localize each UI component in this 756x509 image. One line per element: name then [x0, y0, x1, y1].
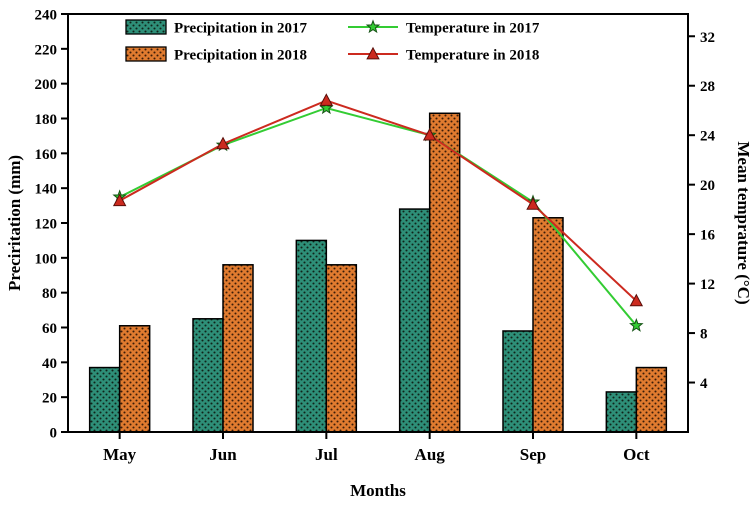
y-right-tick-label: 8	[700, 327, 708, 343]
y-right-tick-label: 4	[700, 376, 708, 392]
y-right-axis-title: Mean temprature (°C)	[734, 141, 753, 304]
bars-group	[88, 112, 668, 433]
legend-item: Temperature in 2017	[348, 19, 540, 37]
triangle-marker-icon	[526, 197, 540, 210]
star-marker-icon	[629, 318, 644, 332]
x-axis-title: Months	[350, 481, 406, 500]
triangle-marker-icon	[319, 93, 334, 106]
legend-item: Precipitation in 2018	[125, 46, 307, 64]
y-right-tick-label: 16	[700, 228, 716, 244]
y-left-axis-title: Preciritation (mm)	[5, 155, 24, 291]
x-tick-label: Aug	[415, 445, 446, 464]
bar	[295, 239, 328, 433]
triangle-marker-icon	[216, 136, 230, 150]
y-left-tick-label: 120	[35, 217, 58, 233]
legend-item: Temperature in 2018	[348, 46, 539, 64]
bar	[192, 318, 224, 433]
bar	[605, 391, 638, 433]
y-right-tick-label: 20	[700, 178, 715, 194]
bar	[118, 325, 151, 433]
line-series	[112, 93, 644, 307]
y-left-tick-label: 220	[35, 42, 58, 58]
x-tick-label: May	[103, 445, 137, 464]
triangle-marker-icon	[366, 46, 380, 60]
axes-group: 0 20 40 60 80 100 120 140 160 180 200 220 240 4 8 12 16 2…	[5, 8, 753, 501]
x-tick-label: Oct	[623, 445, 650, 464]
triangle-marker-icon	[422, 127, 437, 141]
y-left-tick-label: 160	[35, 147, 58, 163]
y-left-tick-label: 80	[42, 286, 57, 302]
y-left-tick-label: 40	[42, 356, 57, 372]
bar	[222, 264, 254, 433]
x-tick-label: Sep	[520, 445, 546, 464]
legend-label: Precipitation in 2018	[174, 48, 307, 64]
bar	[398, 208, 431, 433]
legend-bar-swatch-icon	[125, 19, 167, 35]
y-left-tick-label: 240	[35, 8, 58, 24]
plot-frame	[67, 13, 689, 433]
y-left-tick-label: 60	[42, 321, 57, 337]
bar	[325, 264, 358, 433]
y-left-tick-label: 200	[35, 77, 58, 93]
bar	[635, 366, 668, 433]
legend-label: Precipitation in 2017	[174, 21, 308, 37]
y-right-tick-label: 32	[700, 30, 715, 46]
y-right-tick-label: 28	[700, 79, 715, 95]
legend-bar-swatch-icon	[125, 46, 167, 62]
star-marker-icon	[319, 100, 334, 115]
legend-label: Temperature in 2018	[406, 48, 539, 64]
x-tick-label: Jun	[209, 445, 237, 464]
y-left-tick-label: 20	[42, 391, 57, 407]
y-right-tick-label: 12	[700, 277, 715, 293]
star-marker-icon	[365, 19, 381, 34]
y-right-tick-label: 24	[700, 129, 716, 145]
y-left-tick-label: 140	[35, 182, 58, 198]
triangle-marker-icon	[629, 293, 644, 307]
triangle-marker-icon	[112, 193, 127, 207]
bar	[88, 366, 121, 433]
bar	[428, 112, 461, 433]
y-left-tick-label: 0	[50, 426, 58, 442]
legend-label: Temperature in 2017	[406, 21, 540, 37]
temperature-line	[119, 99, 638, 302]
legend: Precipitation in 2017 Precipitation in 20…	[125, 19, 540, 64]
legend-item: Precipitation in 2017	[125, 19, 308, 37]
x-tick-label: Jul	[315, 445, 338, 464]
bar	[502, 330, 534, 433]
bar	[532, 217, 564, 433]
y-left-tick-label: 100	[35, 251, 58, 267]
y-left-tick-label: 180	[35, 112, 58, 128]
